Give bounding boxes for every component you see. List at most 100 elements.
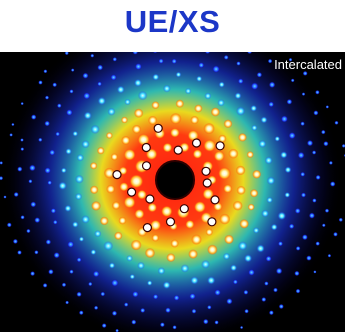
diffraction-spot <box>203 139 217 152</box>
diffraction-spot <box>108 262 116 269</box>
diffraction-spot <box>253 227 260 234</box>
diffraction-spot <box>265 255 272 262</box>
diffraction-spot <box>111 201 121 210</box>
diffraction-spot <box>60 167 67 174</box>
diffraction-spot <box>173 294 180 301</box>
diffraction-spot <box>99 216 109 226</box>
diffraction-spot <box>277 211 287 221</box>
diffraction-spot <box>157 267 166 275</box>
diffraction-spot <box>247 203 255 211</box>
diffraction-spot <box>123 302 129 307</box>
diffraction-spot <box>198 62 205 69</box>
diffraction-spot <box>26 228 31 234</box>
diffraction-spot <box>223 184 233 194</box>
diffraction-spot <box>75 174 84 184</box>
diffraction-spot <box>30 201 37 208</box>
diffraction-spot <box>223 119 233 129</box>
diffraction-spot <box>171 58 177 65</box>
diffraction-spot <box>55 131 61 137</box>
diffraction-spot <box>34 250 39 255</box>
sample-label: Intercalated <box>274 57 342 72</box>
diffraction-spot <box>323 141 329 147</box>
diffraction-spot <box>38 80 43 85</box>
diffraction-spot <box>111 279 119 287</box>
diffraction-spot <box>45 239 52 245</box>
diffraction-spot <box>170 239 179 248</box>
diffraction-spot <box>238 133 247 142</box>
diffraction-spot <box>50 208 57 214</box>
diffraction-spot <box>83 92 91 100</box>
bright-spot <box>210 195 220 205</box>
diffraction-spot <box>207 276 216 285</box>
diffraction-spot <box>49 149 56 156</box>
diffraction-spot <box>236 185 246 195</box>
diffraction-spot <box>267 58 273 64</box>
diffraction-spot <box>258 139 267 148</box>
bright-spot <box>191 138 202 148</box>
diffraction-spot <box>232 200 243 211</box>
diffraction-spot <box>114 231 123 240</box>
diffraction-spot <box>132 52 139 55</box>
diffraction-spot <box>81 215 90 224</box>
diffraction-spot <box>214 320 219 325</box>
beam-stop <box>155 160 195 200</box>
diffraction-spot <box>169 112 182 125</box>
diffraction-spot <box>300 192 307 198</box>
diffraction-spot <box>341 143 345 148</box>
diffraction-spot <box>214 289 221 296</box>
diffraction-spot <box>172 325 177 330</box>
diffraction-spot <box>140 307 146 313</box>
diffraction-spot <box>152 293 159 300</box>
diffraction-spot <box>78 310 84 316</box>
diffraction-spot <box>194 104 203 113</box>
bright-spot <box>153 123 163 133</box>
diffraction-spot <box>20 215 25 220</box>
diffraction-spot <box>191 308 197 314</box>
diffraction-spot <box>110 153 119 161</box>
diffraction-spot <box>301 92 306 96</box>
diffraction-spot <box>69 89 74 94</box>
diffraction-spot <box>76 291 82 297</box>
diffraction-spot <box>294 270 300 277</box>
diffraction-spot <box>268 81 276 89</box>
diffraction-spot <box>134 108 144 118</box>
diffraction-spot <box>64 204 72 212</box>
diffraction-spot <box>48 269 54 275</box>
diffraction-spot <box>20 102 24 106</box>
diffraction-spot <box>107 107 116 116</box>
diffraction-spot <box>261 209 270 218</box>
diffraction-spot <box>30 114 37 120</box>
diffraction-spot <box>56 103 62 109</box>
diffraction-spot <box>162 281 171 290</box>
diffraction-spot <box>52 82 58 88</box>
diffraction-spot <box>106 132 113 139</box>
diffraction-spot <box>76 154 85 162</box>
diffraction-spot <box>207 244 218 255</box>
bright-spot <box>141 142 151 153</box>
diffraction-spot <box>90 53 95 58</box>
diffraction-spot <box>270 223 278 231</box>
bright-spot <box>127 187 137 197</box>
diffraction-spot <box>223 252 231 260</box>
diffraction-spot <box>93 305 99 310</box>
diffraction-spot <box>189 293 196 300</box>
diffraction-spot <box>97 96 107 106</box>
diffraction-spot <box>226 298 233 305</box>
bright-spot <box>179 204 189 214</box>
diffraction-spot <box>277 241 284 247</box>
diffraction-spot <box>134 208 145 220</box>
diffraction-spot <box>44 120 51 127</box>
diffraction-spot <box>78 236 85 242</box>
diffraction-spot <box>190 115 199 125</box>
diffraction-spot <box>118 216 127 225</box>
diffraction-spot <box>250 82 259 91</box>
diffraction-spot <box>235 165 246 176</box>
diffraction-spot <box>112 57 118 62</box>
diffraction-spot <box>170 127 180 138</box>
diffraction-spot <box>275 267 283 275</box>
diffraction-spot <box>166 253 176 263</box>
diffraction-spot <box>266 176 276 185</box>
diffraction-spot <box>246 151 254 159</box>
diffraction-spot <box>6 222 12 228</box>
diffraction-spot <box>295 246 301 251</box>
